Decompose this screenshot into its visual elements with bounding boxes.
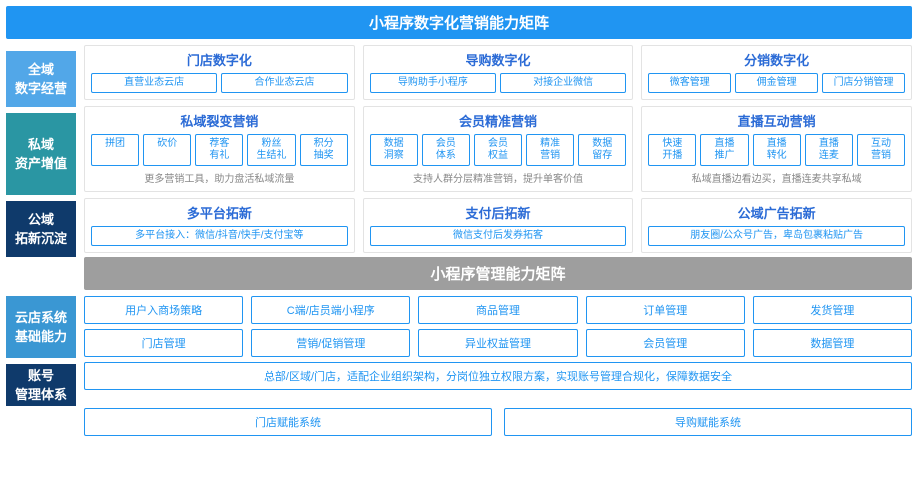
card-title: 会员精准营销 xyxy=(370,111,627,130)
side-label-1: 全域 数字经营 xyxy=(6,51,76,107)
mgmt-box: 用户入商场策略 xyxy=(84,296,243,324)
capability-pill: 粉丝 生结礼 xyxy=(247,134,295,166)
capability-pill: 拼团 xyxy=(91,134,139,166)
capability-card: 会员精准营销数据 洞察会员 体系会员 权益精准 营销数据 留存支持人群分层精准营… xyxy=(363,106,634,192)
mgmt-box: 商品管理 xyxy=(418,296,577,324)
card-note: 更多营销工具，助力盘活私域流量 xyxy=(91,170,348,185)
capability-pill: 直营业态云店 xyxy=(91,73,217,93)
org-scope-box: 总部/区域/门店，适配企业组织架构，分岗位独立权限方案，实现账号管理合规化，保障… xyxy=(84,362,912,390)
capability-pill: 数据 洞察 xyxy=(370,134,418,166)
mgmt-box: 发货管理 xyxy=(753,296,912,324)
capability-pill: 会员 权益 xyxy=(474,134,522,166)
capability-pill: 微客管理 xyxy=(648,73,731,93)
capability-pill: 会员 体系 xyxy=(422,134,470,166)
capability-pill: 合作业态云店 xyxy=(221,73,347,93)
capability-card: 私域裂变营销拼团砍价荐客 有礼粉丝 生结礼积分 抽奖更多营销工具，助力盘活私域流… xyxy=(84,106,355,192)
capability-card: 分销数字化微客管理佣金管理门店分销管理 xyxy=(641,45,912,100)
capability-pill: 佣金管理 xyxy=(735,73,818,93)
header-secondary: 小程序管理能力矩阵 xyxy=(84,257,912,290)
mgmt-box: 订单管理 xyxy=(586,296,745,324)
capability-pill: 直播 转化 xyxy=(753,134,801,166)
card-title: 导购数字化 xyxy=(370,50,627,69)
capability-pill: 对接企业微信 xyxy=(500,73,626,93)
card-note: 支持人群分层精准营销，提升单客价值 xyxy=(370,170,627,185)
capability-pill: 积分 抽奖 xyxy=(300,134,348,166)
capability-pill: 砍价 xyxy=(143,134,191,166)
card-title: 分销数字化 xyxy=(648,50,905,69)
capability-pill: 荐客 有礼 xyxy=(195,134,243,166)
capability-pill: 微信支付后发券拓客 xyxy=(370,226,627,246)
capability-pill: 导购助手小程序 xyxy=(370,73,496,93)
capability-card: 支付后拓新微信支付后发券拓客 xyxy=(363,198,634,253)
card-title: 多平台拓新 xyxy=(91,203,348,222)
mgmt-box: 营销/促销管理 xyxy=(251,329,410,357)
mgmt-box: 数据管理 xyxy=(753,329,912,357)
capability-pill: 快速 开播 xyxy=(648,134,696,166)
capability-card: 多平台拓新多平台接入：微信/抖音/快手/支付宝等 xyxy=(84,198,355,253)
capability-pill: 数据 留存 xyxy=(578,134,626,166)
card-title: 门店数字化 xyxy=(91,50,348,69)
header-primary: 小程序数字化营销能力矩阵 xyxy=(6,6,912,39)
mgmt-box: 异业权益管理 xyxy=(418,329,577,357)
side-label-2: 私域 资产增值 xyxy=(6,113,76,195)
card-note: 私域直播边看边买，直播连麦共享私域 xyxy=(648,170,905,185)
capability-card: 公域广告拓新朋友圈/公众号广告，卑岛包裹粘贴广告 xyxy=(641,198,912,253)
card-title: 公域广告拓新 xyxy=(648,203,905,222)
mgmt-box: 会员管理 xyxy=(586,329,745,357)
capability-pill: 精准 营销 xyxy=(526,134,574,166)
footer-box-1: 门店赋能系统 xyxy=(84,408,492,436)
capability-pill: 朋友圈/公众号广告，卑岛包裹粘贴广告 xyxy=(648,226,905,246)
mgmt-box: C端/店员端小程序 xyxy=(251,296,410,324)
side-label-4: 云店系统 基础能力 xyxy=(6,296,76,358)
footer-box-2: 导购赋能系统 xyxy=(504,408,912,436)
capability-pill: 多平台接入：微信/抖音/快手/支付宝等 xyxy=(91,226,348,246)
mgmt-box: 门店管理 xyxy=(84,329,243,357)
capability-card: 直播互动营销快速 开播直播 推广直播 转化直播 连麦互动 营销私域直播边看边买，… xyxy=(641,106,912,192)
capability-card: 门店数字化直营业态云店合作业态云店 xyxy=(84,45,355,100)
card-title: 直播互动营销 xyxy=(648,111,905,130)
capability-pill: 互动 营销 xyxy=(857,134,905,166)
capability-pill: 门店分销管理 xyxy=(822,73,905,93)
card-title: 支付后拓新 xyxy=(370,203,627,222)
capability-pill: 直播 连麦 xyxy=(805,134,853,166)
capability-pill: 直播 推广 xyxy=(700,134,748,166)
capability-card: 导购数字化导购助手小程序对接企业微信 xyxy=(363,45,634,100)
side-label-3: 公域 拓新沉淀 xyxy=(6,201,76,257)
card-title: 私域裂变营销 xyxy=(91,111,348,130)
side-label-5: 账号 管理体系 xyxy=(6,364,76,406)
